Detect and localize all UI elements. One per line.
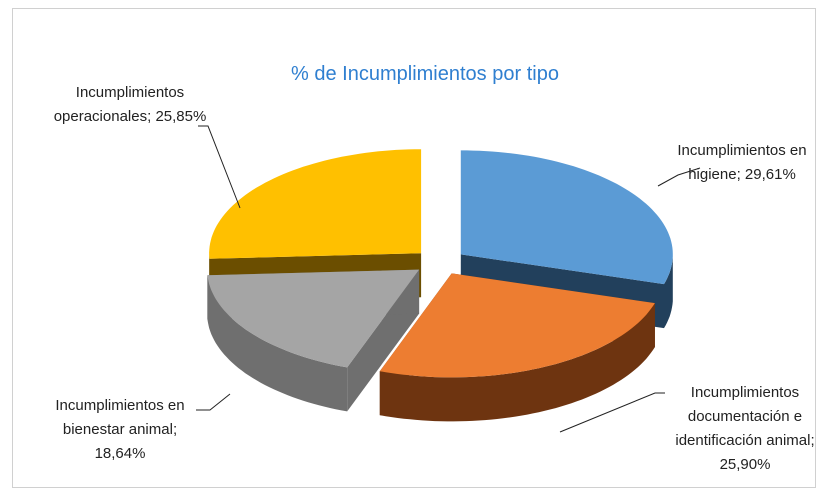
label-value: 29,61% xyxy=(745,166,796,183)
leader-line xyxy=(196,394,230,410)
slice xyxy=(209,149,421,259)
label-separator: ; xyxy=(173,421,177,438)
pie xyxy=(207,149,672,421)
data-label: Incumplimientos en higiene; 29,61% xyxy=(662,139,820,187)
label-category: Incumplimientos documentación e identifi… xyxy=(675,384,810,449)
label-value: 25,90% xyxy=(720,456,771,473)
data-label: Incumplimientos en bienestar animal; 18,… xyxy=(40,394,200,466)
data-label: Incumplimientos operacionales; 25,85% xyxy=(50,81,210,129)
label-separator: ; xyxy=(147,108,151,125)
data-label: Incumplimientos documentación e identifi… xyxy=(665,381,820,477)
label-value: 18,64% xyxy=(95,445,146,462)
label-separator: ; xyxy=(737,166,741,183)
label-category: Incumplimientos en bienestar animal xyxy=(55,397,184,438)
label-separator: ; xyxy=(810,432,814,449)
label-value: 25,85% xyxy=(155,108,206,125)
leader-line xyxy=(198,126,240,208)
